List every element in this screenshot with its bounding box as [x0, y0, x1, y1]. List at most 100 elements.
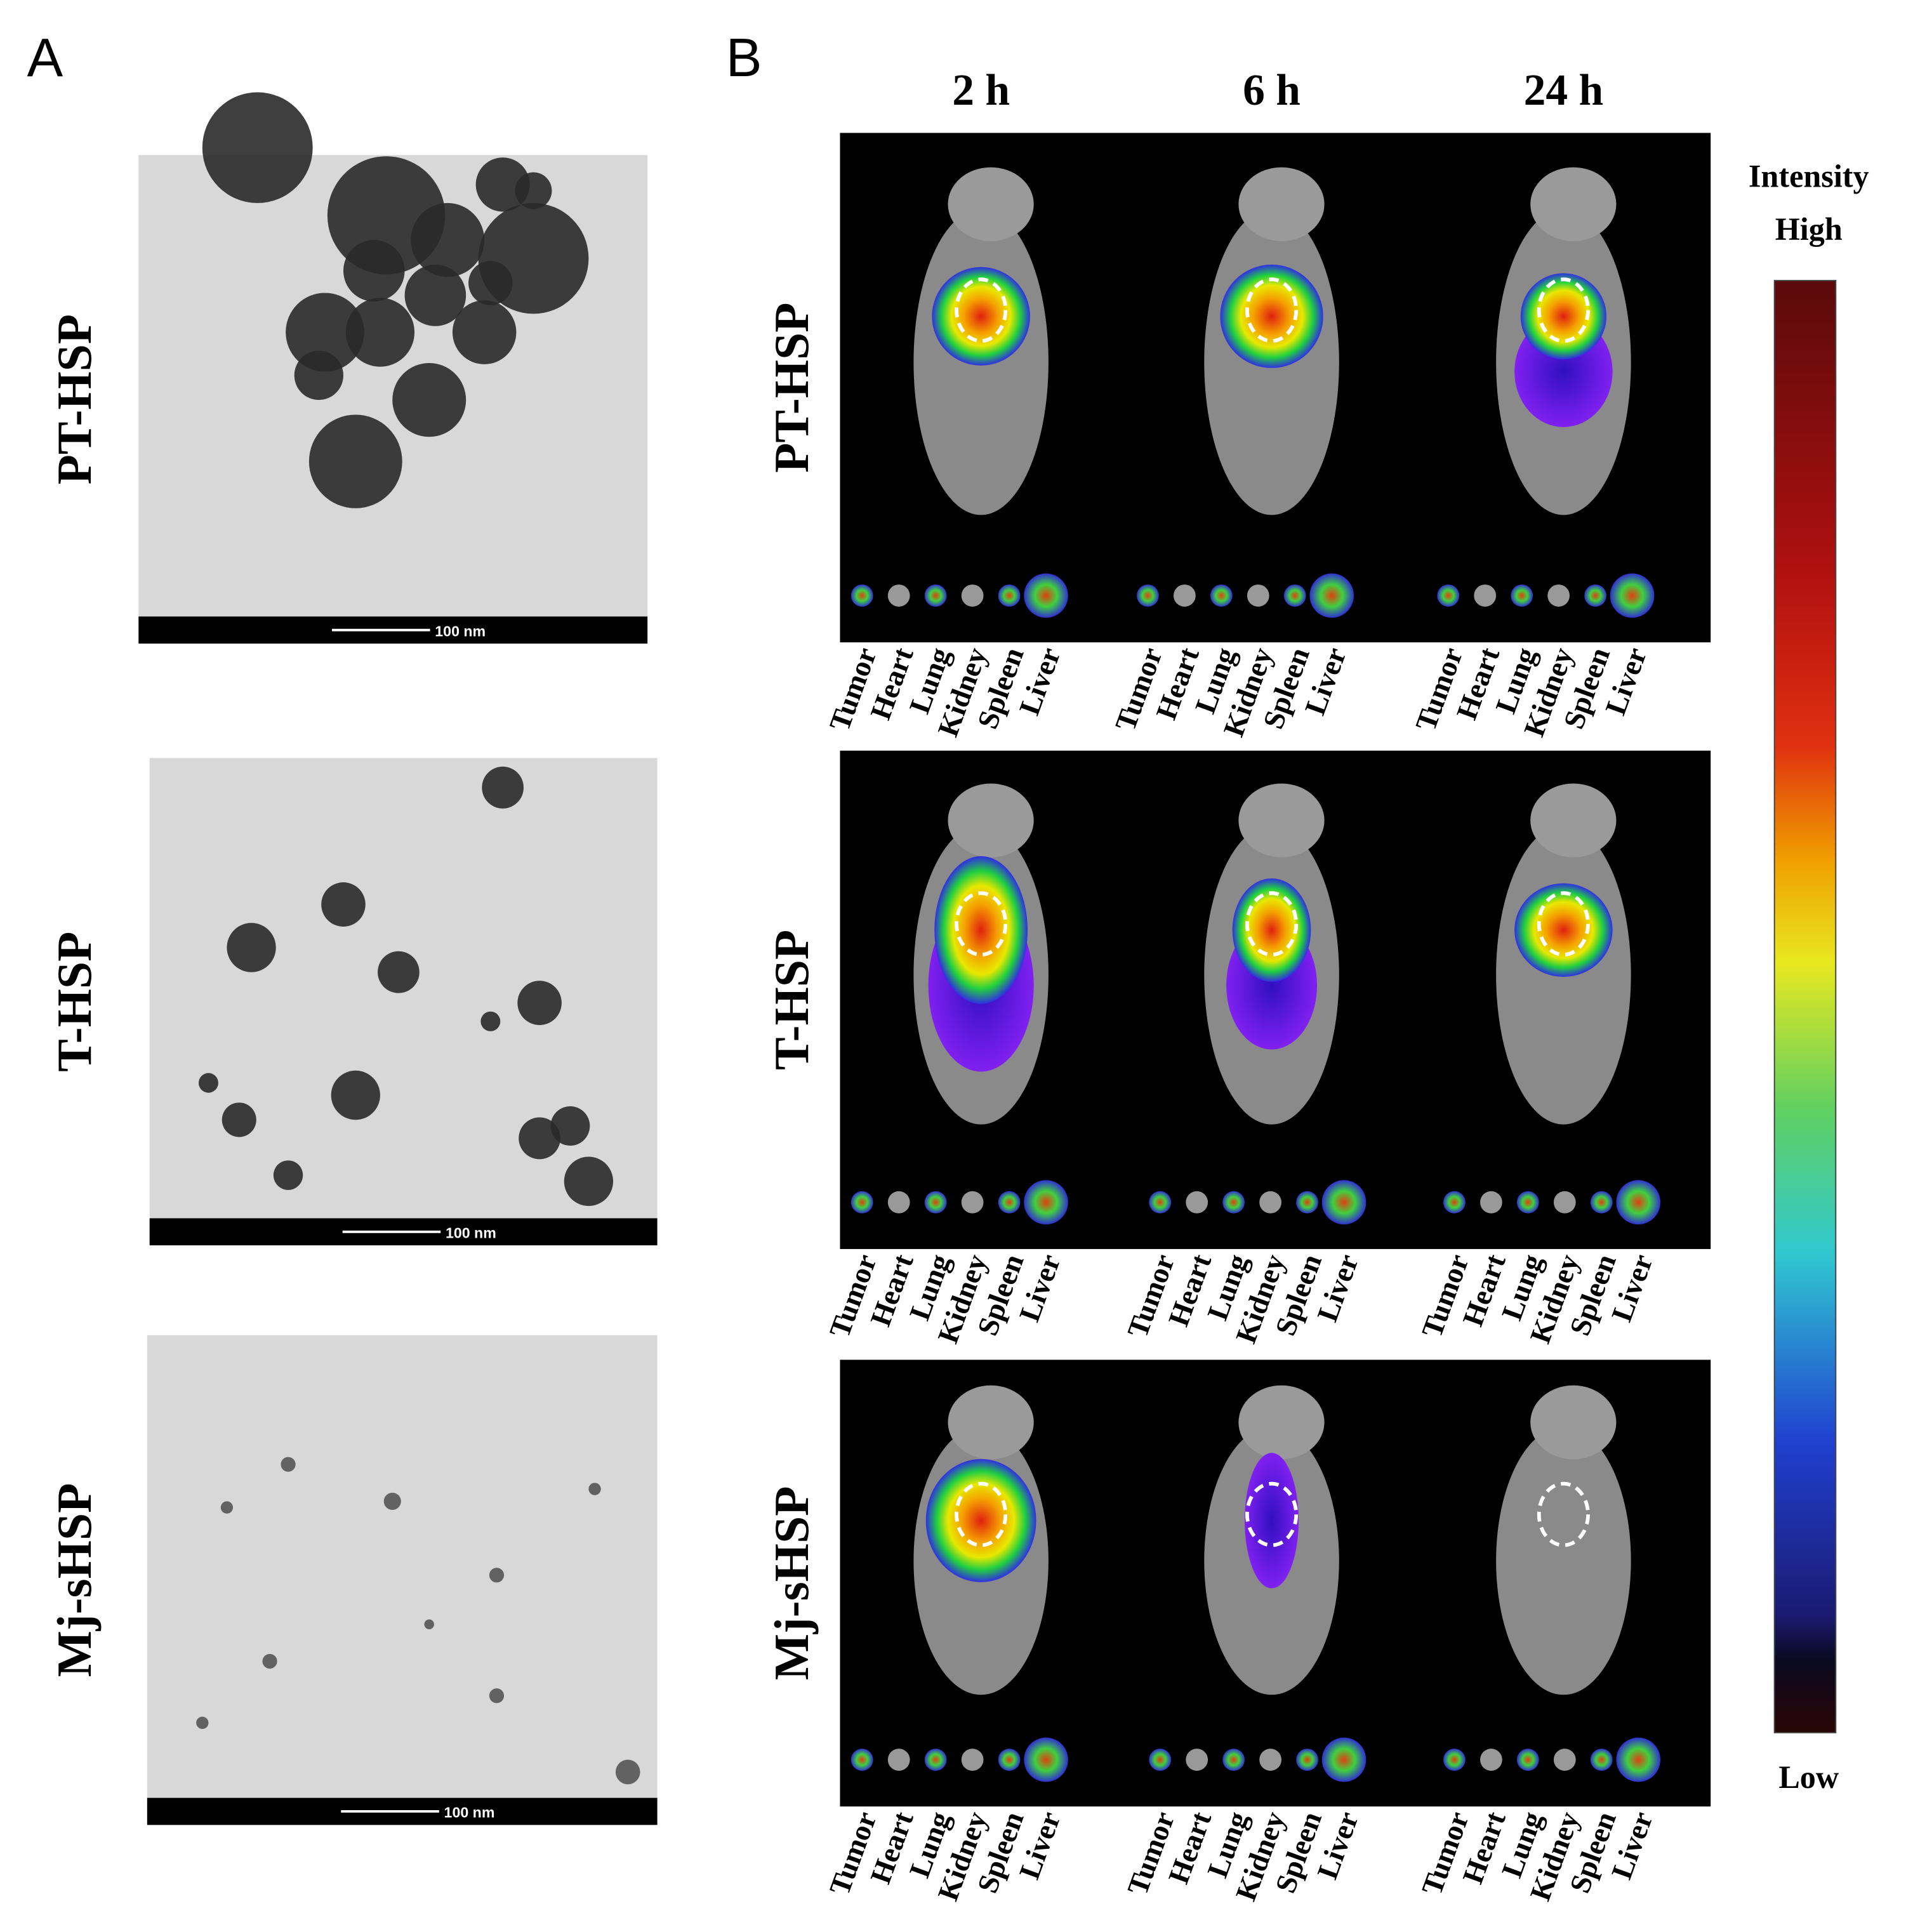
nanoparticle: [220, 1501, 234, 1514]
tumor-outline: [955, 1481, 1008, 1547]
nanoparticle: [273, 1160, 303, 1190]
nanoparticle: [480, 1011, 501, 1031]
organ: [1479, 1749, 1502, 1771]
organ: [1474, 584, 1497, 607]
tumor-outline: [1245, 277, 1299, 343]
organ: [1511, 584, 1533, 607]
organ: [1173, 584, 1196, 607]
nanoparticle: [345, 298, 415, 367]
organ: [1283, 584, 1306, 607]
mouse-head: [1238, 1385, 1325, 1460]
time-label: 6 h: [1243, 66, 1301, 115]
organ: [1024, 1737, 1068, 1782]
organ: [1149, 1749, 1172, 1771]
nanoparticle: [411, 202, 485, 277]
nanoparticle: [294, 350, 343, 400]
organ: [924, 1749, 947, 1771]
nanoparticle: [489, 1688, 505, 1704]
organ: [998, 584, 1021, 607]
panel-label: A: [27, 28, 63, 88]
nanoparticle: [452, 300, 517, 364]
organ: [1479, 1191, 1502, 1214]
organ: [1149, 1191, 1172, 1214]
nanoparticle: [262, 1653, 277, 1669]
organ: [998, 1749, 1021, 1771]
scale-bar-label: 100 nm: [446, 1224, 496, 1241]
tumor-outline: [1537, 1481, 1590, 1547]
nanoparticle: [482, 766, 524, 809]
organ: [1259, 1191, 1281, 1214]
organ: [1584, 584, 1606, 607]
row-label: Mj-sHSP: [764, 1486, 819, 1680]
signal: [1520, 273, 1606, 360]
organ: [1259, 1749, 1281, 1771]
organ: [1516, 1191, 1539, 1214]
organ: [1590, 1749, 1613, 1771]
nanoparticle: [227, 923, 276, 972]
nanoparticle: [308, 414, 402, 508]
mouse-head: [1238, 783, 1325, 857]
scale-bar-label: 100 nm: [435, 623, 486, 639]
organ: [1553, 1749, 1576, 1771]
organ: [1321, 1180, 1367, 1225]
mouse-head: [1238, 167, 1325, 241]
colorbar: [1773, 280, 1837, 1733]
nanoparticle: [475, 157, 530, 212]
organ: [887, 1191, 910, 1214]
organ: [851, 1749, 873, 1771]
organ: [1024, 573, 1068, 618]
organ: [1443, 1191, 1466, 1214]
signal: [932, 267, 1030, 366]
organ: [1186, 1749, 1208, 1771]
nanoparticle: [202, 92, 313, 203]
organ: [851, 1191, 873, 1214]
nanoparticle: [489, 1568, 505, 1583]
mouse-body: [1496, 1427, 1631, 1695]
time-label: 24 h: [1524, 66, 1604, 115]
tumor-outline: [1537, 891, 1590, 957]
row-label: T-HSP: [47, 932, 102, 1072]
nanoparticle: [321, 882, 366, 927]
nanoparticle: [198, 1073, 218, 1093]
organ: [1610, 573, 1655, 618]
nanoparticle: [515, 172, 552, 209]
mouse-head: [948, 167, 1034, 241]
signal: [1245, 1453, 1299, 1589]
signal: [925, 1459, 1036, 1582]
nanoparticle: [588, 1483, 601, 1495]
signal: [1232, 878, 1311, 982]
mouse-head: [1530, 1385, 1617, 1460]
organ: [1210, 584, 1233, 607]
organ: [961, 1191, 984, 1214]
nanoparticle: [222, 1102, 256, 1137]
organ: [1321, 1737, 1367, 1782]
nanoparticle: [517, 981, 562, 1026]
organ: [1547, 584, 1570, 607]
signal: [1514, 883, 1613, 977]
tumor-outline: [1245, 1481, 1299, 1547]
row-label: PT-HSP: [764, 302, 819, 473]
nanoparticle: [196, 1716, 209, 1730]
organ: [1616, 1180, 1660, 1225]
organ: [961, 584, 984, 607]
organ: [1553, 1191, 1576, 1214]
mouse-head: [948, 1385, 1034, 1460]
nanoparticle: [331, 1070, 380, 1120]
nanoparticle: [343, 240, 405, 302]
organ: [1296, 1749, 1318, 1771]
organ: [1516, 1749, 1539, 1771]
row-label: T-HSP: [764, 930, 819, 1070]
time-label: 2 h: [952, 66, 1010, 115]
organ: [1024, 1180, 1068, 1225]
nanoparticle: [404, 264, 467, 326]
organ: [998, 1191, 1021, 1214]
organ: [887, 1749, 910, 1771]
mouse-head: [948, 783, 1034, 857]
organ: [924, 584, 947, 607]
nanoparticle: [383, 1492, 401, 1510]
nanoparticle: [550, 1106, 590, 1146]
organ: [1309, 573, 1354, 618]
tumor-outline: [1537, 277, 1590, 343]
